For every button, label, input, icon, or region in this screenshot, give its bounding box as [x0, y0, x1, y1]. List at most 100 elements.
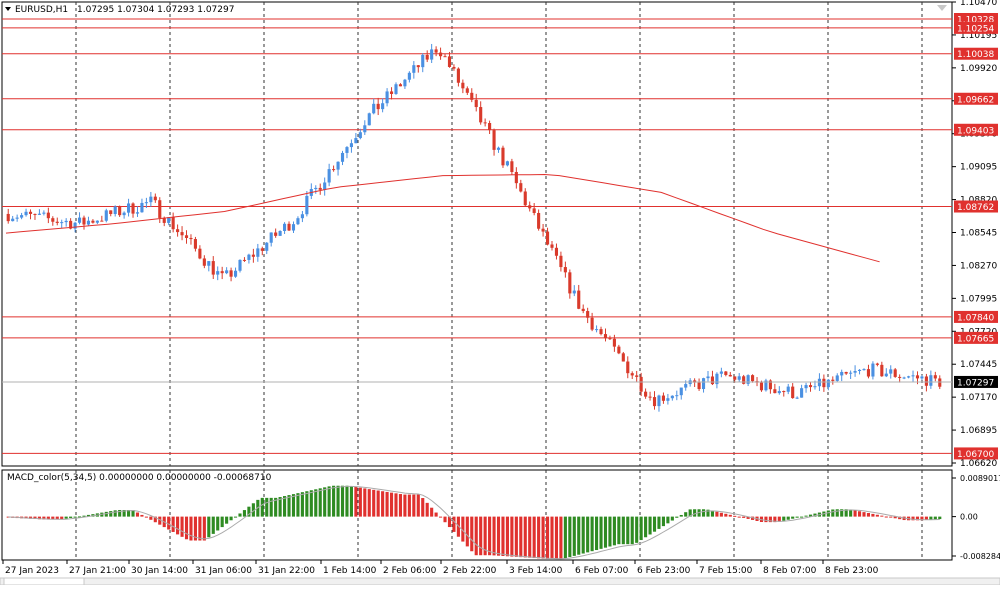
macd-histogram-bar [652, 516, 657, 532]
macd-histogram-bar [568, 516, 572, 558]
candle-body [6, 213, 10, 222]
macd-histogram-bar [336, 485, 340, 517]
macd-histogram-bar [474, 516, 478, 556]
candle-body [167, 217, 171, 223]
candle-body [608, 338, 612, 340]
candle-body [501, 147, 505, 166]
macd-histogram-bar [537, 516, 541, 559]
candle-body [630, 373, 634, 376]
candle-body [425, 54, 429, 60]
macd-histogram-bar [933, 516, 937, 520]
macd-histogram-bar [229, 516, 233, 521]
candle-body [443, 56, 447, 58]
candle-body [817, 378, 821, 387]
macd-histogram-bar [875, 514, 879, 517]
time-axis-label: 27 Jan 21:00 [69, 566, 126, 576]
candle-body [327, 169, 331, 183]
level-price-tag [954, 447, 998, 460]
price-axis-label: 1.10470 [960, 0, 997, 8]
macd-histogram-bar [318, 488, 322, 517]
macd-histogram-bar [416, 494, 420, 517]
macd-histogram-bar [376, 490, 380, 517]
macd-histogram-bar [684, 512, 688, 517]
macd-histogram-bar [929, 516, 933, 520]
candle-body [572, 290, 576, 294]
candle-body [893, 369, 897, 377]
macd-histogram-bar [82, 515, 86, 517]
candle-body [412, 65, 416, 73]
macd-histogram-bar [661, 516, 665, 527]
candle-body [242, 259, 247, 261]
candle-body [394, 84, 398, 94]
macd-histogram-bar [603, 516, 608, 548]
candle-body [180, 232, 184, 236]
candle-body [875, 363, 879, 365]
macd-histogram-bar [465, 516, 469, 547]
macd-histogram-bar [118, 509, 122, 517]
candle-body [559, 255, 563, 268]
candle-body [367, 113, 371, 126]
candle-body [69, 220, 73, 229]
macd-histogram-bar [880, 515, 884, 517]
candle-body [764, 380, 768, 391]
candle-body [612, 338, 616, 347]
macd-histogram-bar [563, 516, 567, 559]
candle-body [550, 244, 554, 248]
macd-histogram-bar [176, 516, 180, 535]
candle-body [305, 195, 309, 215]
candle-body [554, 247, 559, 256]
candle-body [889, 369, 893, 374]
macd-histogram-bar [283, 496, 287, 517]
macd-histogram-bar [46, 516, 50, 520]
candle-body [545, 231, 550, 245]
macd-histogram-bar [719, 512, 723, 517]
candle-body [898, 376, 902, 378]
macd-histogram-bar [28, 516, 33, 519]
candle-body [291, 224, 296, 231]
panel-collapse-icon[interactable] [937, 5, 947, 11]
macd-histogram-bar [523, 516, 527, 558]
macd-histogram-bar [528, 516, 532, 558]
candle-body [902, 377, 906, 379]
macd-histogram-bar [104, 511, 108, 517]
macd-histogram-bar [590, 516, 594, 552]
macd-histogram-bar [439, 516, 443, 518]
candle-body [804, 385, 808, 389]
level-price-tag [954, 92, 998, 105]
level-price-tag [954, 123, 998, 136]
candle-body [599, 329, 603, 335]
candle-body [884, 373, 888, 377]
candle-body [577, 290, 581, 309]
macd-histogram-bar [706, 509, 710, 517]
macd-histogram-bar [381, 491, 385, 517]
macd-histogram-bar [184, 516, 189, 540]
price-axis-label: 1.07995 [960, 294, 997, 304]
candle-body [492, 130, 496, 150]
time-axis-label: 30 Jan 14:00 [131, 566, 188, 576]
macd-histogram-bar [693, 509, 697, 517]
candle-body [20, 215, 24, 218]
macd-histogram-bar [207, 516, 211, 538]
candle-body [733, 376, 737, 380]
candle-body [229, 270, 233, 277]
time-axis-label: 27 Jan 2023 [5, 566, 59, 576]
macd-histogram-bar [149, 516, 153, 520]
triangle-down-icon[interactable] [5, 7, 11, 11]
candle-body [563, 267, 567, 273]
macd-histogram-bar [144, 516, 148, 518]
chart-tab[interactable] [3, 577, 85, 586]
level-price-tag [954, 200, 998, 213]
level-price-label: 1.10038 [957, 50, 994, 60]
macd-histogram-bar [586, 516, 590, 553]
candle-body [202, 258, 206, 266]
candle-body [933, 375, 937, 379]
macd-histogram-bar [924, 516, 928, 520]
macd-histogram-bar [260, 497, 264, 517]
macd-histogram-bar [915, 516, 920, 521]
macd-histogram-bar [305, 491, 309, 517]
macd-histogram-bar [514, 516, 518, 557]
candle-body [586, 311, 590, 318]
candle-body [706, 376, 710, 379]
